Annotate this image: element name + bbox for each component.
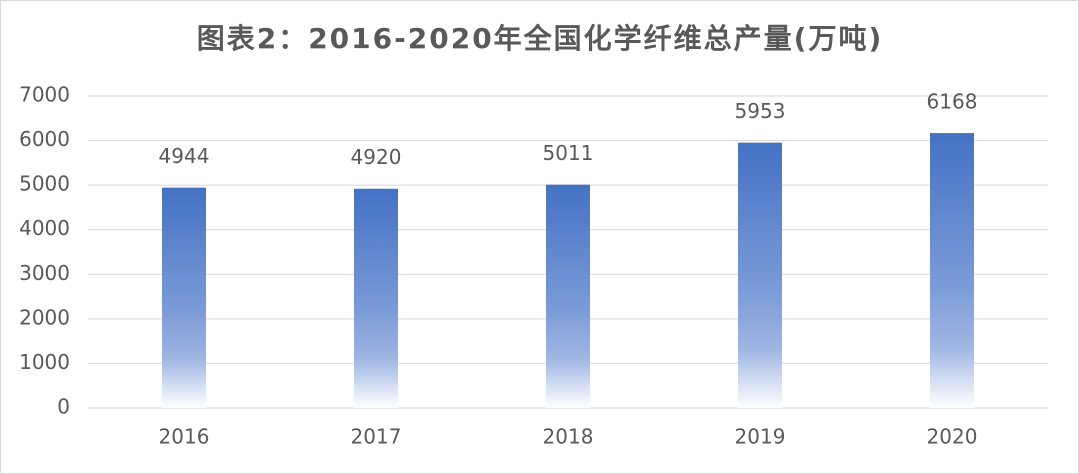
y-tick-label: 3000 — [19, 261, 70, 285]
x-tick-label: 2020 — [927, 425, 978, 449]
data-label: 4944 — [159, 144, 210, 168]
bar — [354, 188, 398, 408]
y-tick-label: 7000 — [19, 83, 70, 107]
x-tick-label: 2016 — [159, 425, 210, 449]
chart-title: 图表2：2016-2020年全国化学纤维总产量(万吨) — [197, 22, 884, 55]
data-label: 4920 — [351, 145, 402, 169]
data-label: 5011 — [543, 141, 594, 165]
data-label: 5953 — [735, 99, 786, 123]
y-tick-label: 0 — [57, 395, 70, 419]
y-tick-label: 2000 — [19, 305, 70, 329]
y-tick-label: 4000 — [19, 216, 70, 240]
bar — [738, 142, 782, 408]
x-tick-label: 2017 — [351, 425, 402, 449]
data-label: 6168 — [927, 90, 978, 114]
bar — [162, 187, 206, 408]
y-tick-label: 1000 — [19, 350, 70, 374]
bar — [930, 133, 974, 408]
x-tick-label: 2019 — [735, 425, 786, 449]
bar — [546, 184, 590, 408]
x-tick-label: 2018 — [543, 425, 594, 449]
y-tick-label: 5000 — [19, 172, 70, 196]
y-tick-label: 6000 — [19, 127, 70, 151]
